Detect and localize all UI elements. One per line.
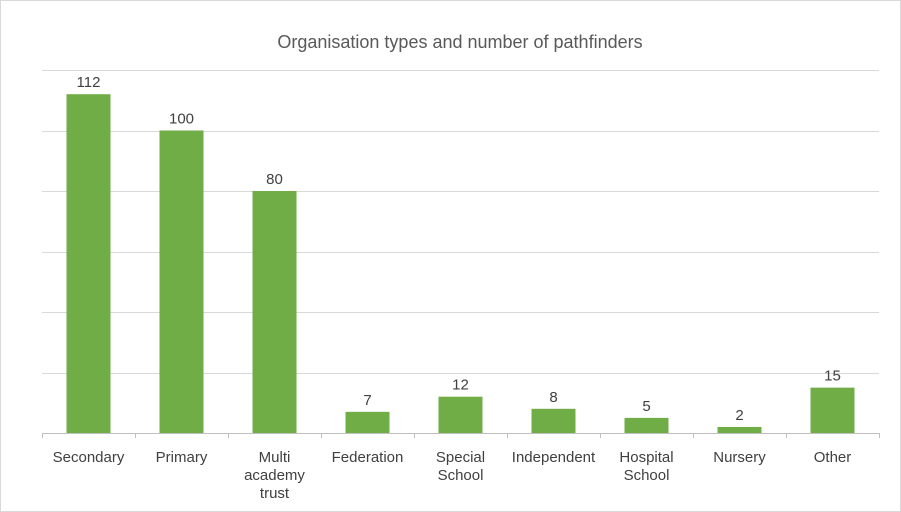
data-label: 7 bbox=[363, 392, 371, 409]
bar bbox=[438, 396, 483, 433]
data-label: 112 bbox=[77, 74, 101, 91]
category-label: Multi academy trust bbox=[244, 449, 305, 502]
category-label: Primary bbox=[156, 449, 208, 466]
category-label: Independent bbox=[512, 449, 596, 466]
bars bbox=[66, 94, 855, 433]
category-label: Federation bbox=[332, 449, 404, 466]
category-label: Nursery bbox=[713, 449, 766, 466]
bar bbox=[810, 387, 855, 433]
data-label: 12 bbox=[452, 377, 469, 394]
bar bbox=[531, 408, 576, 433]
bar bbox=[159, 130, 204, 433]
category-label: Hospital School bbox=[619, 449, 673, 484]
category-labels: Secondary Primary Multi academy trust Federat… bbox=[53, 449, 852, 502]
data-label: 80 bbox=[266, 171, 283, 188]
data-label: 2 bbox=[735, 407, 743, 424]
bar bbox=[345, 411, 390, 433]
data-label: 5 bbox=[642, 398, 650, 415]
data-label: 8 bbox=[549, 389, 557, 406]
bar bbox=[624, 417, 669, 433]
category-label: Secondary bbox=[53, 449, 125, 466]
category-label: Other bbox=[814, 449, 852, 466]
bar bbox=[66, 94, 111, 433]
x-axis bbox=[42, 433, 880, 438]
bar bbox=[252, 191, 297, 433]
data-label: 15 bbox=[824, 368, 841, 385]
data-label: 100 bbox=[169, 111, 194, 128]
category-label: Special School bbox=[436, 449, 485, 484]
data-labels: 112 100 80 7 12 8 5 2 15 bbox=[77, 74, 841, 424]
bar bbox=[717, 426, 762, 433]
chart-title: Organisation types and number of pathfin… bbox=[277, 32, 642, 52]
